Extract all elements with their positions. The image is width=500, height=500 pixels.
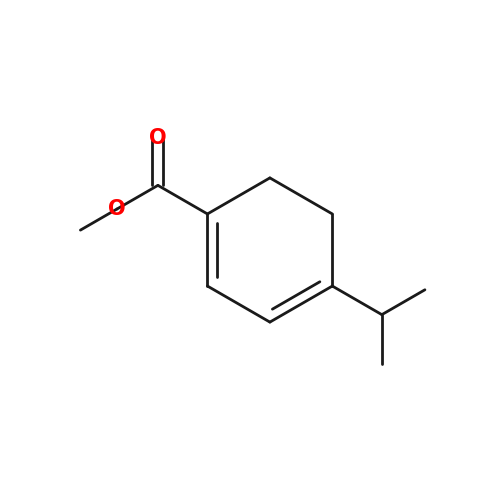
Text: O: O (149, 128, 166, 148)
Text: O: O (108, 199, 126, 219)
